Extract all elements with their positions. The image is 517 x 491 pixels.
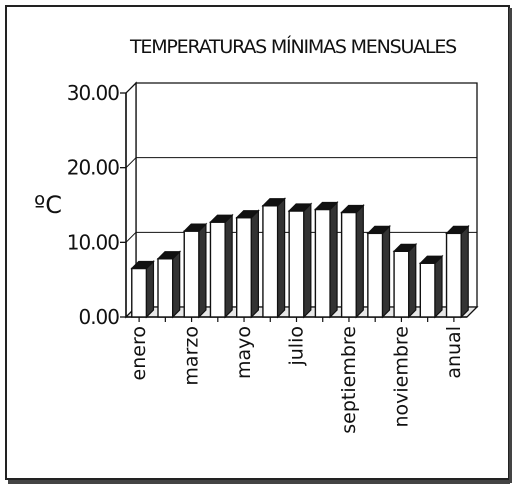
bar-front: [393, 250, 410, 318]
bar-top: [130, 260, 155, 270]
bar-top: [392, 243, 418, 252]
bar-top: [445, 225, 470, 234]
bar-top: [209, 214, 234, 223]
bar-front: [262, 205, 279, 318]
gridline-side: [125, 231, 137, 243]
bar-top: [418, 255, 444, 264]
x-tick-label: enero: [128, 326, 150, 380]
y-tick-label: 30.00: [67, 81, 120, 105]
bar: [366, 224, 391, 319]
bar: [445, 224, 470, 319]
bar-front: [445, 232, 462, 318]
bar-top: [313, 201, 339, 211]
bar: [418, 254, 444, 319]
y-tick-label: 0.00: [78, 305, 119, 329]
bar: [156, 250, 182, 319]
bar: [209, 213, 234, 319]
x-tick-label: mayo: [233, 326, 255, 379]
bar-side: [329, 201, 338, 319]
bar-front: [209, 221, 226, 318]
chart-border-shadow-right: [509, 8, 512, 483]
bar-side: [198, 222, 207, 319]
bar-side: [408, 242, 417, 319]
y-tick-label: 20.00: [67, 156, 120, 180]
bars-group: [130, 197, 470, 319]
bar: [313, 201, 339, 319]
bar-top: [235, 210, 260, 219]
bar-front: [340, 211, 358, 318]
gridline-side: [125, 157, 137, 169]
bar-front: [157, 258, 174, 318]
bar-top: [340, 204, 365, 214]
bar-side: [355, 204, 364, 319]
bar-side: [224, 213, 233, 319]
bar-top: [287, 203, 313, 212]
bar-side: [172, 250, 181, 319]
bar: [340, 204, 365, 319]
y-tick-label: 10.00: [67, 230, 120, 254]
bar: [235, 209, 260, 319]
bar-top: [156, 251, 182, 260]
x-tick-label: julio: [286, 326, 308, 367]
x-tick-label: marzo: [181, 326, 203, 386]
bar-top: [366, 225, 391, 234]
x-axis-ticks: enero marzo mayo julio septiembre noviembre an…: [128, 317, 465, 434]
bar-side: [381, 224, 391, 319]
chart-title: TEMPERATURAS MÍNIMAS MENSUALES: [129, 35, 456, 58]
x-tick-label: septiembre: [338, 326, 360, 434]
bar: [182, 222, 208, 319]
y-axis-ticks: 0.00 10.00 20.00 30.00: [67, 81, 127, 329]
bar: [287, 202, 313, 319]
bar-side: [434, 254, 443, 319]
bar-front: [183, 230, 200, 318]
x-tick-label: anual: [443, 326, 465, 379]
chart-border-shadow: [8, 480, 510, 484]
bar-side: [303, 202, 312, 319]
bar-top: [182, 223, 208, 232]
bar-side: [145, 260, 155, 319]
bar: [261, 197, 287, 319]
bar-front: [288, 210, 305, 318]
y-axis-label: ºC: [34, 191, 62, 219]
bar-side: [460, 224, 469, 319]
bar-front: [131, 267, 148, 318]
bar-front: [314, 208, 331, 318]
bar-front: [419, 262, 436, 318]
bar-top: [261, 198, 287, 207]
bar-front: [367, 232, 384, 318]
bar-side: [277, 197, 286, 319]
bar-front: [235, 216, 253, 318]
x-tick-label: noviembre: [390, 326, 412, 428]
bar: [392, 242, 418, 319]
bar-side: [250, 209, 259, 319]
bar: [130, 260, 155, 319]
